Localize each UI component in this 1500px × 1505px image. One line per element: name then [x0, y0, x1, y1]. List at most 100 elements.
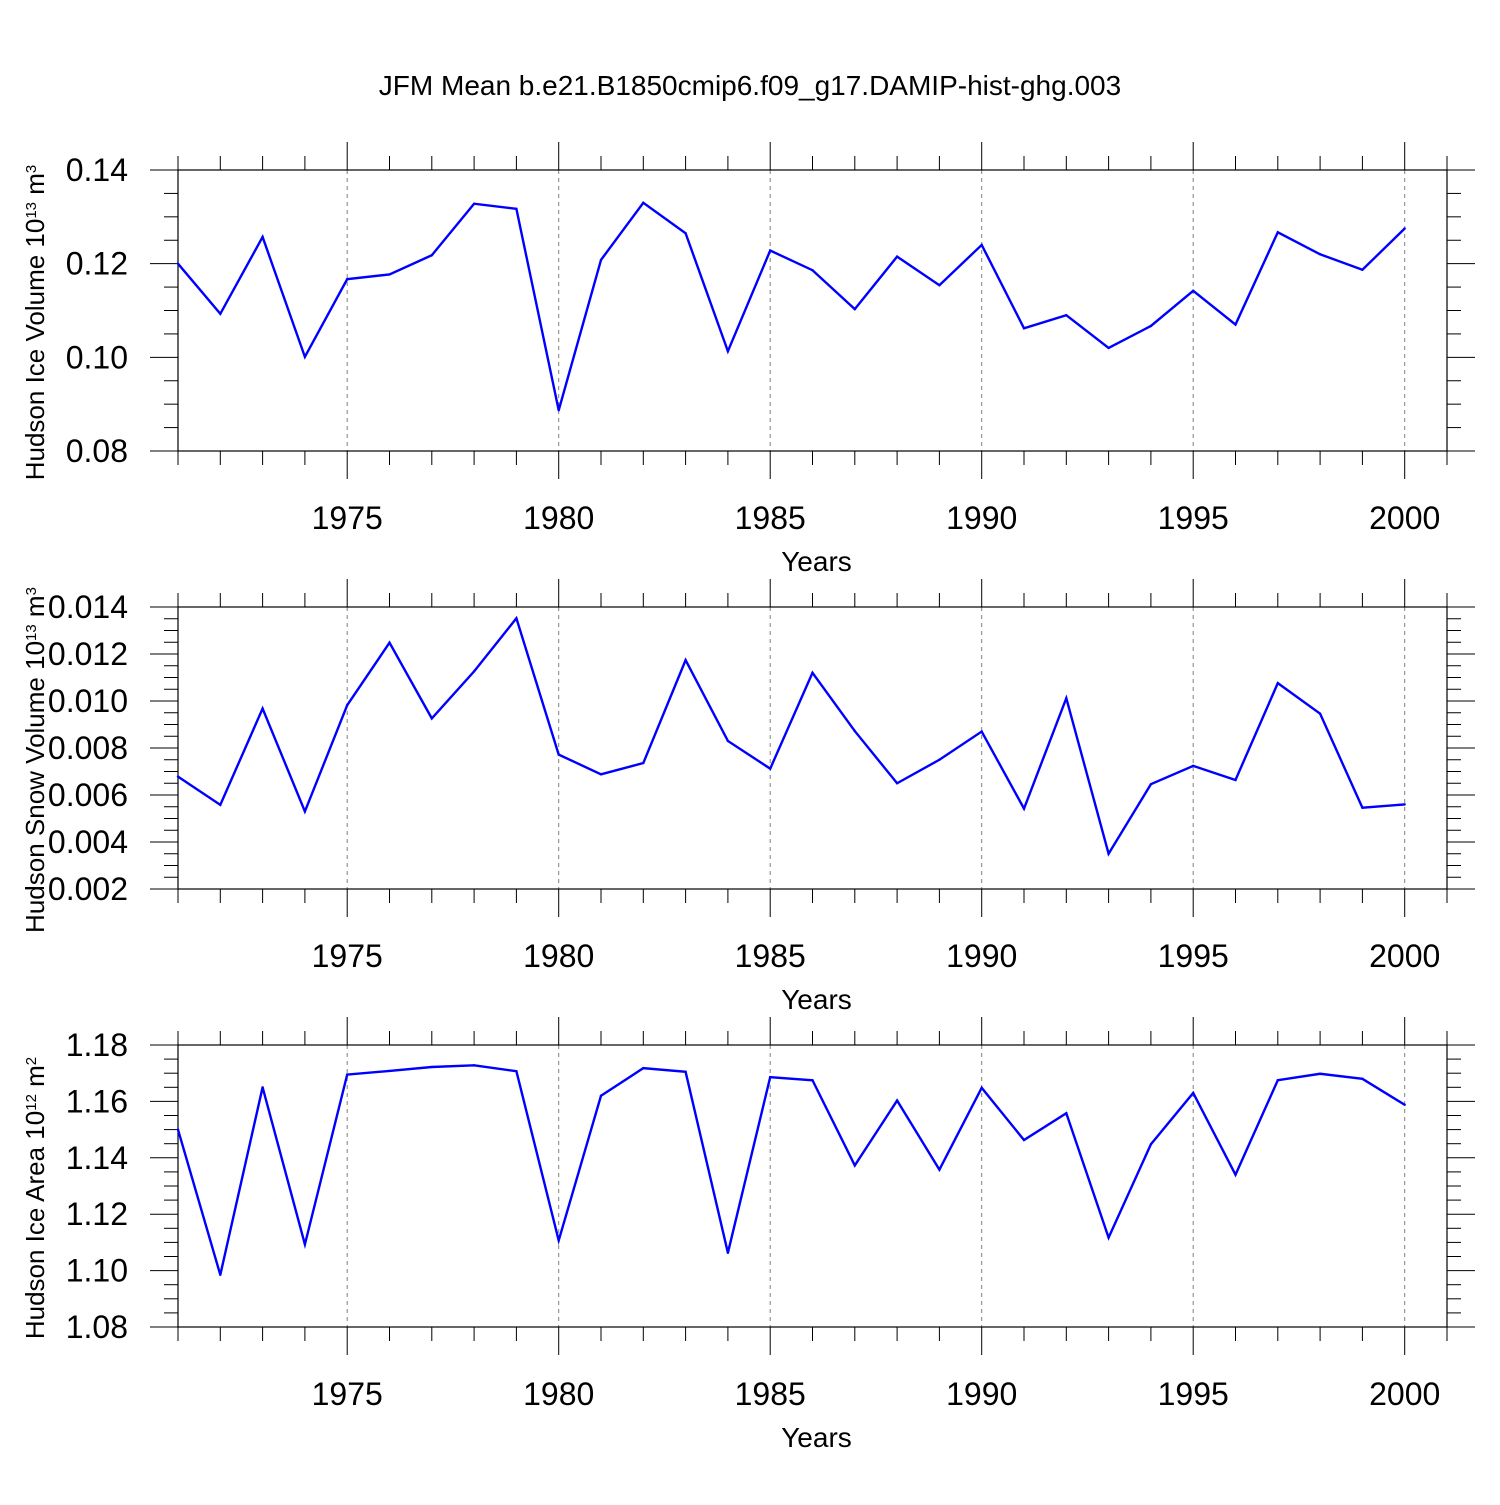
data-point — [1276, 1079, 1280, 1082]
y-axis-label: Hudson Ice Volume 1013 m3 — [20, 165, 50, 481]
y-axis-label-part: m — [20, 173, 50, 202]
data-point — [219, 312, 222, 315]
data-point — [1065, 1112, 1068, 1115]
y-tick-label: 1.10 — [66, 1253, 128, 1289]
y-tick-label: 0.08 — [66, 433, 128, 469]
data-point — [1192, 764, 1195, 768]
data-point — [388, 1069, 391, 1073]
data-point — [599, 773, 603, 776]
x-tick-label: 1990 — [946, 938, 1017, 974]
data-point — [1234, 323, 1237, 326]
data-point — [1192, 1091, 1195, 1095]
data-point — [980, 1086, 983, 1090]
data-point — [895, 782, 899, 785]
y-tick-label: 0.002 — [48, 871, 128, 907]
data-point — [1192, 289, 1195, 293]
data-point — [515, 207, 518, 211]
data-point — [346, 277, 349, 281]
data-point — [346, 704, 349, 707]
data-point — [599, 258, 603, 262]
data-point — [1361, 1077, 1364, 1081]
series-line — [177, 615, 1405, 857]
data-point — [515, 1070, 518, 1073]
data-point — [472, 670, 476, 673]
data-point — [1403, 1103, 1406, 1106]
x-tick-label: 2000 — [1369, 1376, 1440, 1412]
data-point — [1022, 1138, 1026, 1142]
x-tick-label: 1995 — [1158, 1376, 1229, 1412]
y-tick-label: 0.008 — [48, 730, 128, 766]
data-point — [176, 262, 180, 265]
data-point — [938, 758, 941, 761]
data-point — [938, 284, 941, 287]
y-axis-label-superscript: 2 — [23, 1057, 40, 1065]
x-axis-label: Years — [781, 984, 852, 1015]
data-point — [430, 254, 433, 257]
data-point — [853, 1164, 856, 1167]
data-point — [769, 1075, 772, 1079]
data-point — [1107, 346, 1110, 350]
y-axis-label-superscript: 3 — [23, 165, 40, 173]
y-tick-label: 0.004 — [48, 824, 128, 860]
data-point — [1276, 231, 1280, 234]
x-tick-label: 1990 — [946, 1376, 1017, 1412]
data-point — [684, 1070, 687, 1073]
y-tick-label: 0.14 — [66, 152, 128, 188]
data-point — [895, 255, 899, 258]
chart-title: JFM Mean b.e21.B1850cmip6.f09_g17.DAMIP-… — [378, 70, 1122, 101]
chart-panel-3: 1975 1980 1985 1990 1995 2000 Years 1.08 1.10 1.1… — [20, 1017, 1475, 1453]
data-point — [895, 1099, 899, 1102]
x-tick-label: 1980 — [523, 938, 594, 974]
x-axis-label: Years — [781, 1422, 852, 1453]
data-point — [684, 232, 687, 235]
data-point — [430, 1065, 433, 1069]
plot-frame — [177, 169, 1448, 452]
data-point — [557, 1239, 560, 1242]
data-point — [853, 729, 856, 733]
data-point — [811, 269, 814, 272]
data-point — [642, 761, 645, 765]
y-tick-label: 1.08 — [66, 1309, 128, 1345]
y-axis-label-superscript: 13 — [23, 624, 40, 641]
y-tick-label: 0.10 — [66, 339, 128, 375]
data-point — [430, 717, 433, 720]
chart-panel-1: 1975 1980 1985 1990 1995 2000 Years 0.08 0.10 0.1… — [20, 142, 1475, 577]
x-axis-label: Years — [781, 546, 852, 577]
data-point — [1149, 324, 1153, 328]
y-tick-label: 1.18 — [66, 1027, 128, 1063]
data-point — [388, 641, 391, 644]
y-axis-label-superscript: 3 — [23, 587, 40, 595]
data-point — [303, 810, 307, 813]
x-tick-label: 1980 — [523, 1376, 594, 1412]
data-point — [1234, 778, 1237, 782]
series-line — [176, 1064, 1406, 1276]
x-tick-label: 1995 — [1158, 500, 1229, 536]
x-tick-label: 1990 — [946, 500, 1017, 536]
data-point — [726, 739, 730, 743]
data-point — [557, 753, 560, 756]
x-tick-label: 1995 — [1158, 938, 1229, 974]
x-tick-label: 1975 — [312, 1376, 383, 1412]
data-point — [938, 1168, 941, 1171]
y-axis-label-superscript: 12 — [23, 1094, 40, 1111]
data-point — [515, 617, 518, 620]
data-point — [684, 658, 687, 662]
y-tick-label: 0.012 — [48, 636, 128, 672]
data-point — [769, 767, 772, 770]
data-point — [1361, 268, 1364, 271]
data-point — [1361, 806, 1364, 809]
y-axis-label-part: Hudson Ice Area 10 — [20, 1111, 50, 1339]
data-point — [642, 201, 645, 204]
plot-frame — [177, 1044, 1448, 1328]
chart-panel-2: 1975 1980 1985 1990 1995 2000 Years 0.002 0.004 0… — [20, 579, 1475, 1015]
plot-frame — [177, 606, 1448, 890]
data-point — [599, 1094, 603, 1097]
data-point — [1065, 696, 1068, 700]
data-point — [388, 273, 391, 276]
data-point — [303, 355, 307, 359]
y-axis-label: Hudson Ice Area 1012 m2 — [20, 1057, 50, 1339]
data-point — [1276, 681, 1280, 685]
data-point — [261, 235, 264, 239]
y-axis-label-part: Hudson Ice Volume 10 — [20, 219, 50, 481]
